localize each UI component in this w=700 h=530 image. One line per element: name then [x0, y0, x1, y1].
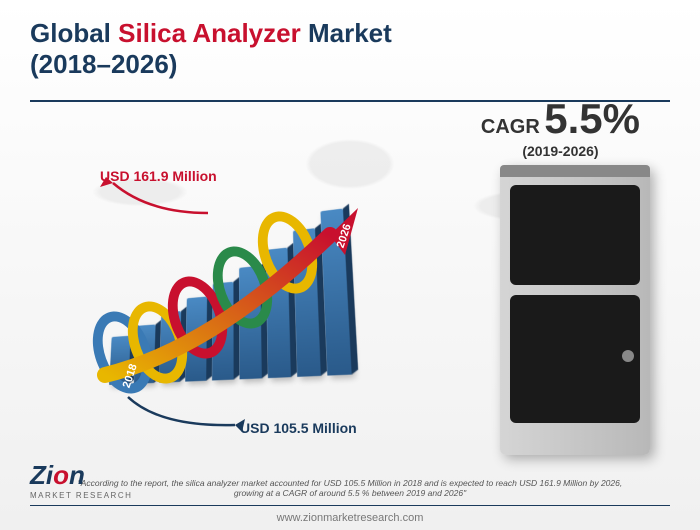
cagr-box: CAGR 5.5% (2019-2026) — [481, 95, 640, 159]
footer-quote: "According to the report, the silica ana… — [70, 478, 630, 498]
title-word-global: Global — [30, 18, 111, 48]
logo-part3: n — [69, 460, 85, 490]
title-word-highlight: Silica Analyzer — [118, 18, 301, 48]
title-line-1: Global Silica Analyzer Market — [30, 18, 670, 49]
device-screen-lower — [510, 295, 640, 423]
title-period: (2018–2026) — [30, 49, 670, 80]
start-value-label: USD 105.5 Million — [240, 420, 357, 436]
logo-part1: Zi — [30, 460, 53, 490]
cagr-value: 5.5% — [544, 95, 640, 142]
logo-subtitle: MARKET RESEARCH — [30, 491, 132, 500]
cagr-period: (2019-2026) — [481, 143, 640, 159]
device-top-edge — [500, 165, 650, 177]
analyzer-device — [500, 165, 650, 455]
logo-text: Zion — [30, 460, 132, 491]
title-word-market: Market — [308, 18, 392, 48]
brand-logo: Zion MARKET RESEARCH — [30, 460, 132, 500]
cagr-label: CAGR — [481, 116, 540, 138]
device-screen-upper — [510, 185, 640, 285]
end-value-label: USD 161.9 Million — [100, 168, 217, 184]
device-knob-icon — [622, 350, 634, 362]
growth-arrow-icon — [90, 200, 380, 390]
arrow-rings — [90, 190, 370, 370]
header: Global Silica Analyzer Market (2018–2026… — [0, 0, 700, 92]
website-url: www.zionmarketresearch.com — [0, 512, 700, 524]
logo-part2: o — [53, 460, 69, 490]
footer-divider — [30, 505, 670, 506]
callout-arrow-bottom — [120, 395, 250, 435]
